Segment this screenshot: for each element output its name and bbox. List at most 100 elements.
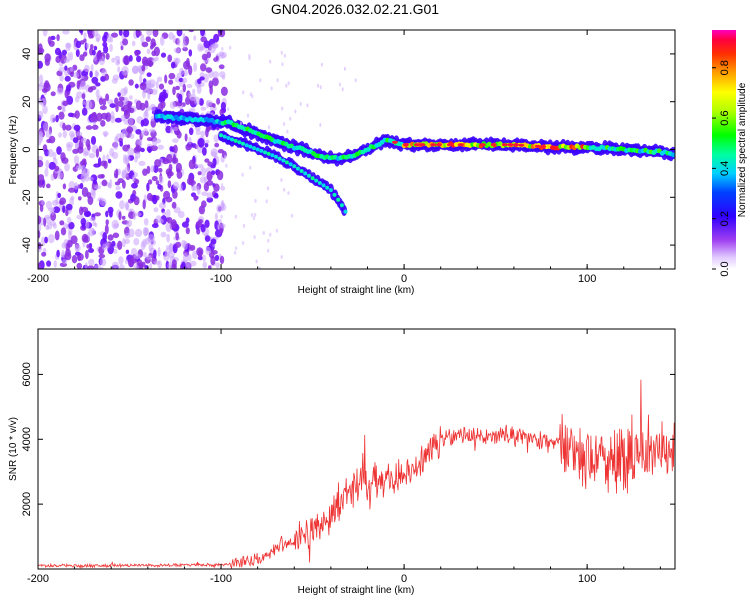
noise-blob (185, 143, 192, 151)
ridge-peak (479, 143, 486, 147)
noise-blob (58, 111, 65, 120)
noise-blob (48, 161, 56, 170)
colorbar-ticks: 0.0 0.2 0.4 0.6 0.8 (712, 60, 731, 277)
noise-blob (80, 173, 87, 183)
ridge-peak (490, 143, 497, 147)
noise-blob (154, 56, 159, 62)
snr-ytick-label: 6000 (21, 362, 33, 386)
noise-blob (135, 212, 142, 217)
noise-blob (220, 51, 227, 59)
branch-core (248, 144, 253, 149)
noise-blob (216, 204, 222, 213)
noise-blob (186, 83, 193, 89)
spectrogram-xtick-label: 0 (401, 273, 407, 285)
noise-blob (46, 138, 52, 144)
noise-blob (202, 261, 208, 269)
noise-blob (64, 69, 70, 77)
noise-blob (157, 183, 162, 190)
noise-blob (61, 242, 67, 249)
noise-blob (56, 34, 60, 42)
noise-blob (105, 53, 110, 60)
noise-blob (94, 212, 101, 217)
noise-blob (146, 182, 150, 192)
noise-blob (81, 233, 89, 243)
noise-blob (88, 258, 95, 266)
noise-blob (193, 35, 197, 41)
noise-blob (50, 114, 56, 124)
ridge-peak (419, 143, 426, 147)
noise-blob (204, 142, 209, 148)
noise-blob (50, 91, 56, 97)
noise-blob (56, 146, 62, 155)
noise-blob (69, 71, 75, 78)
noise-blob (66, 216, 72, 224)
noise-blob (52, 223, 57, 229)
noise-blob (62, 205, 66, 214)
noise-blob (69, 51, 73, 61)
noise-blob (167, 54, 173, 63)
noise-blob (113, 249, 118, 254)
noise-blob (220, 186, 226, 191)
noise-blob (269, 232, 272, 237)
noise-blob (220, 86, 228, 97)
noise-blob (61, 157, 69, 164)
noise-blob (134, 83, 139, 89)
noise-blob (239, 121, 242, 126)
noise-blob (203, 176, 208, 183)
noise-blob (40, 97, 47, 107)
noise-blob (209, 85, 213, 95)
noise-blob (118, 211, 122, 221)
noise-blob (131, 40, 136, 47)
noise-blob (133, 264, 139, 269)
noise-blob (64, 75, 71, 82)
noise-blob (206, 180, 214, 186)
noise-blob (151, 50, 157, 57)
noise-blob (75, 131, 83, 137)
noise-blob (114, 181, 121, 186)
noise-blob (98, 254, 106, 259)
noise-blob (212, 77, 219, 87)
noise-blob (213, 193, 219, 199)
noise-blob (221, 46, 224, 51)
noise-blob (85, 100, 93, 110)
noise-blob (44, 236, 48, 244)
noise-blob (54, 230, 60, 241)
spectrogram-ytick-label: -40 (21, 237, 33, 253)
noise-blob (114, 97, 119, 105)
noise-blob (82, 51, 88, 57)
noise-blob (128, 117, 134, 126)
noise-blob (167, 217, 173, 224)
colorbar-gradient (712, 30, 736, 269)
noise-blob (43, 217, 47, 227)
ridge-peak (402, 143, 409, 147)
noise-blob (259, 78, 262, 83)
noise-blob (79, 54, 85, 62)
noise-blob (127, 144, 131, 149)
spectrogram-xtick-label: -200 (27, 273, 49, 285)
branch-core (241, 141, 245, 146)
noise-blob (81, 107, 88, 116)
noise-blob (54, 165, 60, 172)
noise-blob (160, 231, 167, 238)
branch-core (274, 154, 278, 159)
ridge-peak (446, 143, 453, 147)
noise-blob (132, 210, 137, 221)
noise-blob (57, 105, 62, 111)
noise-blob (128, 79, 134, 86)
noise-blob (120, 45, 124, 51)
noise-blob (103, 132, 108, 138)
noise-blob (135, 228, 143, 238)
snr-frame (37, 328, 676, 570)
noise-blob (133, 253, 141, 260)
noise-blob (110, 111, 115, 120)
noise-blob (120, 88, 127, 97)
noise-blob (164, 74, 168, 84)
noise-blob (75, 40, 82, 49)
noise-blob (197, 164, 204, 169)
noise-blob (85, 219, 90, 229)
noise-blob (82, 151, 89, 157)
noise-blob (41, 251, 47, 257)
noise-blob (227, 107, 230, 112)
noise-blob (42, 30, 48, 37)
noise-blob (99, 105, 107, 111)
